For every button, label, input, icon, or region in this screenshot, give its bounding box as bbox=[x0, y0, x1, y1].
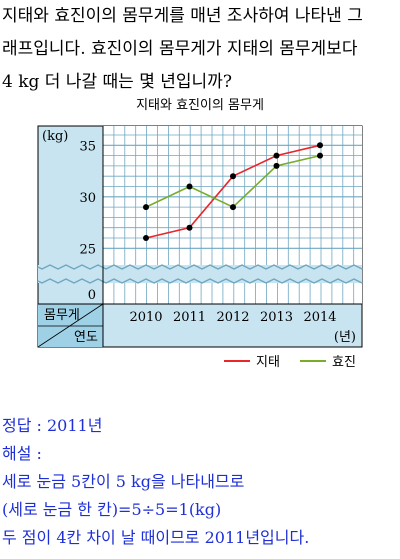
axis-break-wave bbox=[37, 278, 363, 284]
data-point bbox=[230, 173, 236, 180]
explanation-line: 세로 눈금 5칸이 5 kg을 나타내므로 bbox=[2, 472, 245, 491]
data-point bbox=[186, 224, 193, 231]
y-tick-label: 25 bbox=[79, 242, 96, 257]
legend-label-1: 지태 bbox=[256, 355, 280, 370]
answer-text: 정답 : 2011년 해설 : 세로 눈금 5칸이 5 kg을 나타내므로 (세… bbox=[2, 412, 398, 552]
x-axis-title: 연도 bbox=[74, 330, 98, 345]
explanation-line: 두 점이 4칸 차이 날 때이므로 2011년입니다. bbox=[2, 528, 310, 547]
legend-label-2: 효진 bbox=[332, 355, 356, 370]
answer-line: 정답 : 2011년 bbox=[2, 416, 103, 435]
question-line: 4 kg 더 나갈 때는 몇 년입니까? bbox=[2, 72, 232, 92]
question-text: 지태와 효진이의 몸무게를 매년 조사하여 나타낸 그 래프입니다. 효진이의 … bbox=[2, 0, 398, 99]
data-point bbox=[143, 235, 149, 241]
question-line: 래프입니다. 효진이의 몸무게가 지태의 몸무게보다 bbox=[2, 39, 358, 59]
y-axis-title: 몸무게 bbox=[44, 308, 80, 323]
data-point bbox=[186, 183, 193, 190]
plot-area bbox=[103, 126, 362, 265]
explanation-heading: 해설 : bbox=[2, 444, 42, 463]
label-diagonal bbox=[37, 303, 104, 348]
y-tick-label: 0 bbox=[88, 288, 96, 303]
x-tick-label: 2014 bbox=[303, 310, 336, 325]
zero-band bbox=[103, 283, 362, 304]
x-tick-label: 2010 bbox=[129, 310, 162, 325]
explanation-line: (세로 눈금 한 칸)=5÷5=1(kg) bbox=[2, 500, 222, 519]
x-tick-label: 2013 bbox=[260, 310, 293, 325]
y-tick-label: 30 bbox=[79, 191, 96, 206]
data-point bbox=[143, 204, 149, 211]
data-point bbox=[317, 152, 323, 159]
x-unit-label: (년) bbox=[334, 330, 356, 345]
axis-break-band bbox=[38, 265, 362, 283]
line-chart: (kg) 35 30 25 0 2010 2011 2012 2013 2014 (년) 몸무게연도지… bbox=[37, 125, 363, 370]
y-tick-label: 35 bbox=[79, 139, 96, 154]
y-unit-label: (kg) bbox=[42, 129, 68, 144]
x-tick-label: 2011 bbox=[173, 310, 206, 325]
data-point bbox=[273, 152, 280, 159]
data-point bbox=[273, 162, 280, 169]
data-point bbox=[317, 142, 323, 149]
chart-title: 지태와 효진이의 몸무게 bbox=[136, 98, 264, 113]
data-point bbox=[230, 204, 236, 211]
question-line: 지태와 효진이의 몸무게를 매년 조사하여 나타낸 그 bbox=[2, 6, 363, 26]
x-tick-label: 2012 bbox=[216, 310, 249, 325]
axis-break-wave bbox=[37, 264, 363, 270]
